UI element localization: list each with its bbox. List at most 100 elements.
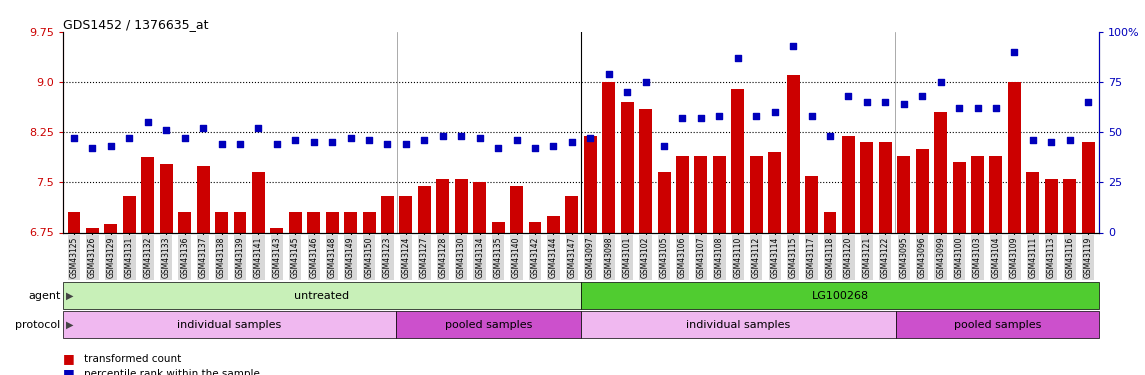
Bar [934,112,947,232]
Bar [400,196,412,232]
Point [637,79,655,85]
Point [452,133,471,139]
Point [803,113,821,119]
Point [157,127,175,133]
Bar [307,212,321,232]
Bar [768,152,781,232]
Text: pooled samples: pooled samples [445,320,532,330]
Text: pooled samples: pooled samples [954,320,1041,330]
Bar [529,222,542,232]
Point [913,93,931,99]
Bar [455,179,467,232]
Bar [104,224,118,232]
Text: individual samples: individual samples [177,320,282,330]
Bar [1044,179,1058,232]
Bar [971,156,984,232]
Point [471,135,489,141]
Text: transformed count: transformed count [84,354,181,364]
Bar [602,82,615,232]
Point [766,109,784,115]
Text: ■: ■ [63,368,74,375]
Point [710,113,728,119]
Point [507,137,526,143]
Point [618,89,637,95]
Point [821,133,839,139]
Bar [252,172,264,232]
Bar [325,212,339,232]
Point [194,125,212,131]
Text: LG100268: LG100268 [812,291,869,301]
Bar [953,162,965,232]
Point [562,139,581,145]
Bar [1064,179,1076,232]
Point [858,99,876,105]
Bar [123,196,136,232]
Bar [418,186,431,232]
Bar [160,164,173,232]
Point [286,137,305,143]
Text: agent: agent [29,291,61,301]
Point [1024,137,1042,143]
Bar [289,212,302,232]
Point [341,135,360,141]
Text: protocol: protocol [15,320,61,330]
Bar [179,212,191,232]
Point [434,133,452,139]
Bar [584,135,597,232]
Bar [1082,142,1095,232]
Bar [732,89,744,232]
Bar [547,216,560,232]
Point [250,125,268,131]
Bar [750,156,763,232]
Point [416,137,434,143]
Bar [713,156,726,232]
Bar [916,149,929,232]
Text: individual samples: individual samples [686,320,790,330]
Point [1042,139,1060,145]
Point [305,139,323,145]
Point [655,143,673,149]
Bar [1008,82,1021,232]
Bar [639,109,652,232]
Point [84,145,102,151]
Point [728,55,747,61]
Bar [676,156,689,232]
Point [231,141,250,147]
Bar [566,196,578,232]
Point [323,139,341,145]
Point [1060,137,1079,143]
Bar [511,186,523,232]
Bar [491,222,505,232]
Point [987,105,1005,111]
Bar [823,212,837,232]
Text: untreated: untreated [294,291,349,301]
Point [839,93,858,99]
Bar [270,228,283,232]
Bar [141,157,155,232]
Bar [345,212,357,232]
Point [544,143,562,149]
Point [212,141,230,147]
Bar [436,179,449,232]
Bar [1026,172,1040,232]
Bar [473,182,487,232]
Point [600,71,618,77]
Text: ■: ■ [63,352,74,365]
Point [876,99,894,105]
Bar [234,212,246,232]
Point [1005,49,1024,55]
Bar [381,196,394,232]
Bar [215,212,228,232]
Point [1079,99,1097,105]
Point [175,135,194,141]
Bar [197,166,210,232]
Point [360,137,378,143]
Point [489,145,507,151]
Point [932,79,950,85]
Bar [842,135,855,232]
Bar [860,142,874,232]
Point [397,141,416,147]
Point [747,113,765,119]
Point [139,119,157,125]
Bar [898,156,910,232]
